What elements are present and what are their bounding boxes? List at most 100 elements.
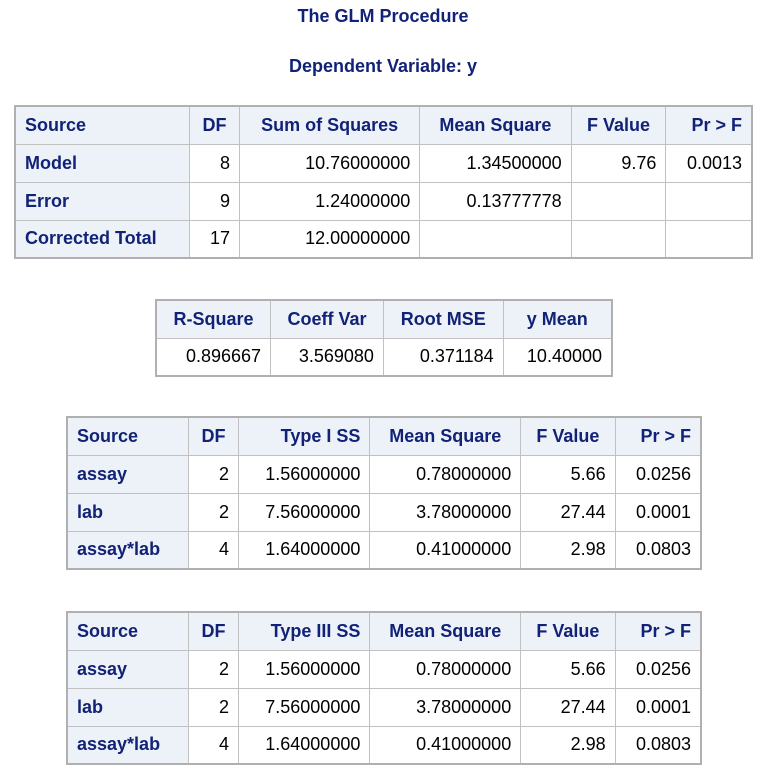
cell-f-value: [570, 181, 667, 221]
cell-f-value: 2.98: [520, 530, 616, 570]
column-header-source: Source: [66, 416, 189, 456]
cell-df: 2: [188, 687, 239, 727]
cell-df: 8: [189, 143, 240, 183]
column-header-root-mse: Root MSE: [382, 299, 504, 339]
column-header-mean-square: Mean Square: [369, 611, 522, 651]
cell-sum-of-squares: 1.24000000: [238, 181, 421, 221]
type-i-ss-table: Source DF Type I SS Mean Square F Value …: [66, 416, 702, 570]
column-header-type-iii-ss: Type III SS: [237, 611, 371, 651]
table-row: lab 2 7.56000000 3.78000000 27.44 0.0001: [66, 687, 702, 727]
cell-type-iii-ss: 1.64000000: [237, 725, 371, 765]
column-header-f-value: F Value: [520, 611, 616, 651]
cell-type-i-ss: 1.64000000: [237, 530, 371, 570]
column-header-pr-f: Pr > F: [614, 611, 702, 651]
cell-df: 4: [188, 530, 239, 570]
cell-f-value: 5.66: [520, 454, 616, 494]
cell-mean-square: 1.34500000: [419, 143, 572, 183]
cell-pr-f: 0.0256: [614, 454, 702, 494]
column-header-df: DF: [188, 611, 239, 651]
table-row: Error 9 1.24000000 0.13777778: [14, 181, 753, 221]
cell-mean-square: 3.78000000: [369, 687, 522, 727]
column-header-y-mean: y Mean: [502, 299, 613, 339]
fit-statistics-table: R-Square Coeff Var Root MSE y Mean 0.896…: [155, 299, 613, 377]
cell-mean-square: 0.41000000: [369, 725, 522, 765]
table-row: assay 2 1.56000000 0.78000000 5.66 0.025…: [66, 649, 702, 689]
cell-coeff-var: 3.569080: [270, 337, 384, 377]
table-header-row: Source DF Sum of Squares Mean Square F V…: [14, 105, 753, 145]
table-row: assay 2 1.56000000 0.78000000 5.66 0.025…: [66, 454, 702, 494]
column-header-pr-f: Pr > F: [665, 105, 753, 145]
column-header-r-square: R-Square: [155, 299, 272, 339]
table-header-row: Source DF Type I SS Mean Square F Value …: [66, 416, 702, 456]
cell-type-i-ss: 7.56000000: [237, 492, 371, 532]
cell-mean-square: [419, 219, 572, 259]
column-header-coeff-var: Coeff Var: [270, 299, 384, 339]
column-header-source: Source: [14, 105, 190, 145]
cell-pr-f: 0.0256: [614, 649, 702, 689]
column-header-source: Source: [66, 611, 189, 651]
cell-f-value: 27.44: [520, 687, 616, 727]
type-iii-ss-table: Source DF Type III SS Mean Square F Valu…: [66, 611, 702, 765]
row-label: lab: [66, 687, 189, 727]
cell-f-value: 9.76: [570, 143, 667, 183]
table-row: Model 8 10.76000000 1.34500000 9.76 0.00…: [14, 143, 753, 183]
table-row: lab 2 7.56000000 3.78000000 27.44 0.0001: [66, 492, 702, 532]
cell-root-mse: 0.371184: [382, 337, 504, 377]
cell-df: 2: [188, 649, 239, 689]
row-label: Corrected Total: [14, 219, 190, 259]
cell-f-value: 27.44: [520, 492, 616, 532]
cell-df: 2: [188, 492, 239, 532]
cell-type-iii-ss: 1.56000000: [237, 649, 371, 689]
column-header-mean-square: Mean Square: [419, 105, 572, 145]
cell-df: 2: [188, 454, 239, 494]
cell-pr-f: 0.0001: [614, 687, 702, 727]
cell-type-i-ss: 1.56000000: [237, 454, 371, 494]
cell-mean-square: 0.78000000: [369, 649, 522, 689]
row-label: assay*lab: [66, 725, 189, 765]
cell-sum-of-squares: 10.76000000: [238, 143, 421, 183]
cell-mean-square: 3.78000000: [369, 492, 522, 532]
table-row: assay*lab 4 1.64000000 0.41000000 2.98 0…: [66, 530, 702, 570]
column-header-f-value: F Value: [520, 416, 616, 456]
cell-pr-f: 0.0013: [665, 143, 753, 183]
column-header-df: DF: [189, 105, 240, 145]
table-row: Corrected Total 17 12.00000000: [14, 219, 753, 259]
row-label: assay*lab: [66, 530, 189, 570]
cell-df: 17: [189, 219, 240, 259]
row-label: assay: [66, 649, 189, 689]
row-label: Model: [14, 143, 190, 183]
cell-pr-f: [665, 219, 753, 259]
column-header-pr-f: Pr > F: [614, 416, 702, 456]
column-header-df: DF: [188, 416, 239, 456]
cell-sum-of-squares: 12.00000000: [238, 219, 421, 259]
row-label: lab: [66, 492, 189, 532]
cell-type-iii-ss: 7.56000000: [237, 687, 371, 727]
cell-pr-f: 0.0001: [614, 492, 702, 532]
column-header-sum-of-squares: Sum of Squares: [238, 105, 421, 145]
cell-mean-square: 0.13777778: [419, 181, 572, 221]
cell-f-value: [570, 219, 667, 259]
cell-y-mean: 10.40000: [502, 337, 613, 377]
column-header-f-value: F Value: [570, 105, 667, 145]
table-header-row: R-Square Coeff Var Root MSE y Mean: [155, 299, 613, 339]
table-row: assay*lab 4 1.64000000 0.41000000 2.98 0…: [66, 725, 702, 765]
cell-r-square: 0.896667: [155, 337, 272, 377]
table-row: 0.896667 3.569080 0.371184 10.40000: [155, 337, 613, 377]
table-header-row: Source DF Type III SS Mean Square F Valu…: [66, 611, 702, 651]
dependent-variable-title: Dependent Variable: y: [288, 56, 478, 76]
cell-pr-f: [665, 181, 753, 221]
cell-f-value: 5.66: [520, 649, 616, 689]
cell-mean-square: 0.78000000: [369, 454, 522, 494]
cell-df: 9: [189, 181, 240, 221]
cell-df: 4: [188, 725, 239, 765]
cell-pr-f: 0.0803: [614, 530, 702, 570]
row-label: Error: [14, 181, 190, 221]
cell-pr-f: 0.0803: [614, 725, 702, 765]
row-label: assay: [66, 454, 189, 494]
cell-f-value: 2.98: [520, 725, 616, 765]
procedure-title: The GLM Procedure: [297, 6, 469, 26]
cell-mean-square: 0.41000000: [369, 530, 522, 570]
anova-table: Source DF Sum of Squares Mean Square F V…: [14, 105, 753, 259]
column-header-mean-square: Mean Square: [369, 416, 522, 456]
column-header-type-i-ss: Type I SS: [237, 416, 371, 456]
